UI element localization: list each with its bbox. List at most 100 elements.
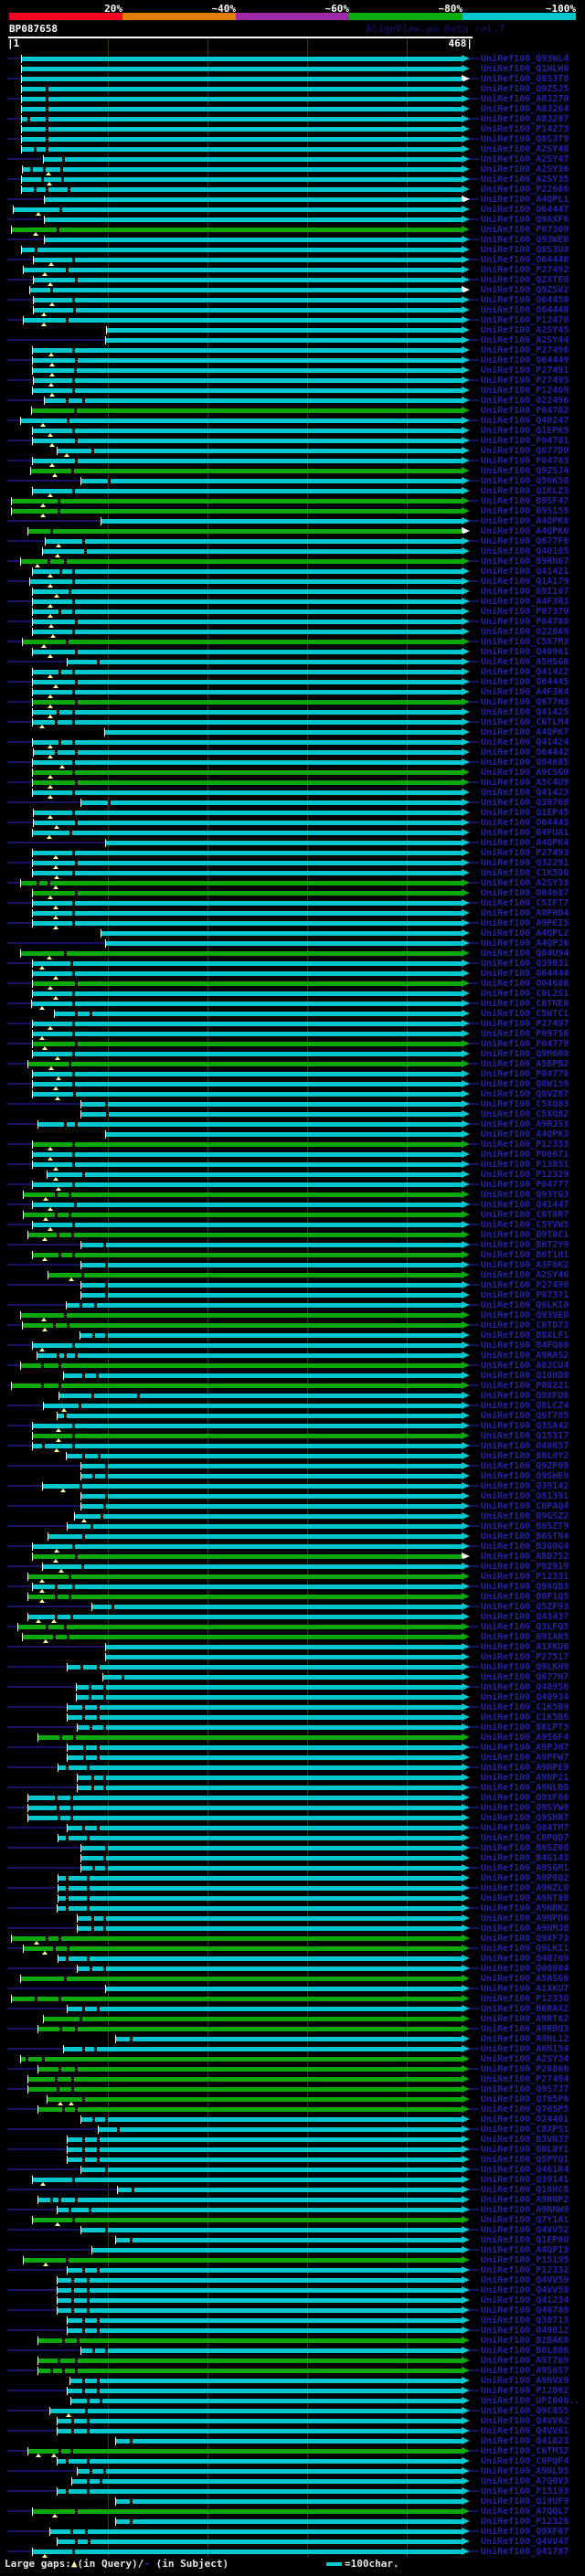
hit-label[interactable]: UniRef100_C5X7M3 — [481, 636, 569, 647]
alignment-bar[interactable] — [81, 2227, 462, 2232]
alignment-bar[interactable] — [45, 217, 462, 222]
alignment-bar[interactable] — [80, 1332, 462, 1338]
hit-label[interactable]: UniRef100_A9NP21 — [481, 1772, 569, 1783]
hit-label[interactable]: UniRef100_Q677H7 — [481, 1671, 569, 1682]
hit-label[interactable]: UniRef100_P12328 — [481, 2516, 569, 2527]
hit-label[interactable]: UniRef100_B4FQ80 — [481, 1340, 569, 1351]
alignment-bar[interactable] — [33, 367, 462, 373]
alignment-bar[interactable] — [34, 277, 462, 282]
hit-label[interactable]: UniRef100_Q41422 — [481, 666, 569, 677]
hit-label[interactable]: UniRef100_C5YVW5 — [481, 1219, 569, 1230]
alignment-bar[interactable] — [50, 2528, 462, 2534]
hit-label[interactable]: UniRef100_Q4VV47 — [481, 2536, 569, 2547]
alignment-bar[interactable] — [12, 1996, 462, 2001]
hit-label[interactable]: UniRef100_Q9ZP08 — [481, 1460, 569, 1471]
hit-label[interactable]: UniRef100_P09756 — [481, 1028, 569, 1039]
hit-label[interactable]: UniRef100_O22496 — [481, 395, 569, 406]
alignment-bar[interactable] — [81, 2348, 462, 2353]
hit-label[interactable]: UniRef100_O04685 — [481, 757, 569, 768]
alignment-bar[interactable] — [33, 900, 462, 906]
alignment-bar[interactable] — [28, 1574, 462, 1579]
alignment-bar[interactable] — [81, 800, 462, 805]
alignment-bar[interactable] — [33, 1081, 462, 1087]
hit-label[interactable]: UniRef100_P12333 — [481, 1139, 569, 1150]
hit-label[interactable]: UniRef100_Q3LFQ5 — [481, 1621, 569, 1632]
hit-label[interactable]: UniRef100_P12332 — [481, 2264, 569, 2275]
alignment-bar[interactable] — [58, 1835, 462, 1840]
hit-label[interactable]: UniRef100_Q93WL4 — [481, 53, 569, 64]
hit-label[interactable]: UniRef100_O64449 — [481, 355, 569, 366]
alignment-bar[interactable] — [58, 1895, 462, 1901]
hit-label[interactable]: UniRef100_A9RAS2 — [481, 1350, 569, 1361]
alignment-bar[interactable] — [33, 458, 462, 463]
alignment-bar[interactable] — [58, 1885, 462, 1891]
hit-label[interactable]: UniRef100_A1XKU6 — [481, 1641, 569, 1652]
alignment-bar[interactable] — [81, 2116, 462, 2122]
hit-label[interactable]: UniRef100_Q41424 — [481, 737, 569, 747]
hit-label[interactable]: UniRef100_C6TD73 — [481, 1320, 569, 1330]
hit-label[interactable]: UniRef100_Q461R4 — [481, 2164, 569, 2175]
alignment-bar[interactable] — [58, 1905, 462, 1911]
alignment-bar[interactable] — [33, 1041, 462, 1046]
hit-label[interactable]: UniRef100_B0L806 — [481, 2345, 569, 2356]
hit-label[interactable]: UniRef100_Q8W159 — [481, 1078, 569, 1089]
alignment-bar[interactable] — [77, 1684, 462, 1690]
hit-label[interactable]: UniRef100_A9NPD6 — [481, 1913, 569, 1924]
hit-label[interactable]: UniRef100_Q6T705 — [481, 1410, 569, 1421]
hit-label[interactable]: UniRef100_Q41823 — [481, 2435, 569, 2446]
hit-label[interactable]: UniRef100_A4QPJ6 — [481, 938, 569, 949]
hit-label[interactable]: UniRef100_P12330 — [481, 1993, 569, 2004]
alignment-bar[interactable] — [21, 1312, 462, 1318]
alignment-bar[interactable] — [81, 1855, 462, 1860]
alignment-bar[interactable] — [58, 1413, 462, 1418]
hit-label[interactable]: UniRef100_Q00984 — [481, 1963, 569, 1974]
hit-label[interactable]: UniRef100_Q8S3U0 — [481, 244, 569, 255]
alignment-bar[interactable] — [68, 1825, 462, 1830]
alignment-bar[interactable] — [48, 1171, 462, 1177]
alignment-bar[interactable] — [34, 810, 462, 815]
alignment-bar[interactable] — [58, 2418, 462, 2423]
alignment-bar[interactable] — [43, 1564, 462, 1569]
alignment-bar[interactable] — [28, 1815, 462, 1820]
hit-label[interactable]: UniRef100_P22686 — [481, 184, 569, 195]
hit-label[interactable]: UniRef100_P27517 — [481, 1651, 569, 1662]
alignment-bar[interactable] — [116, 2237, 462, 2242]
hit-label[interactable]: UniRef100_Q40956 — [481, 1681, 569, 1692]
alignment-bar[interactable] — [33, 870, 462, 875]
alignment-bar[interactable] — [24, 1212, 462, 1217]
alignment-bar[interactable] — [33, 599, 462, 604]
hit-label[interactable]: UniRef100_Q1WLW0 — [481, 63, 569, 74]
hit-label[interactable]: UniRef100_A4QPL1 — [481, 194, 569, 205]
alignment-bar[interactable] — [68, 2157, 462, 2162]
alignment-bar[interactable] — [34, 377, 462, 383]
hit-label[interactable]: UniRef100_Q9ZSV2 — [481, 284, 569, 295]
alignment-bar[interactable] — [78, 1915, 462, 1921]
alignment-bar[interactable] — [33, 1031, 462, 1036]
alignment-bar[interactable] — [33, 1443, 462, 1448]
alignment-bar[interactable] — [106, 1986, 462, 1991]
hit-label[interactable]: UniRef100_B9T0C1 — [481, 1229, 569, 1240]
alignment-bar[interactable] — [33, 699, 462, 705]
hit-label[interactable]: UniRef100_Q84U94 — [481, 948, 569, 959]
alignment-bar[interactable] — [106, 1644, 462, 1649]
alignment-bar[interactable] — [22, 116, 462, 122]
hit-label[interactable]: UniRef100_Q41423 — [481, 787, 569, 798]
hit-label[interactable]: UniRef100_A9NLD5 — [481, 2465, 569, 2476]
alignment-bar[interactable] — [46, 538, 462, 544]
alignment-bar[interactable] — [58, 2458, 462, 2464]
hit-label[interactable]: UniRef100_Q2XTE0 — [481, 274, 569, 285]
hit-label[interactable]: UniRef100_A4QPK7 — [481, 726, 569, 737]
alignment-bar[interactable] — [12, 1935, 462, 1941]
hit-label[interactable]: UniRef100_P27490 — [481, 1279, 569, 1290]
hit-label[interactable]: UniRef100_C5WTC1 — [481, 1008, 569, 1019]
alignment-bar[interactable] — [33, 1182, 462, 1187]
hit-label[interactable]: UniRef100_O04686 — [481, 978, 569, 989]
hit-label[interactable]: UniRef100_Q40185 — [481, 546, 569, 557]
alignment-bar[interactable] — [116, 2498, 462, 2504]
alignment-bar[interactable] — [81, 2167, 462, 2172]
alignment-bar[interactable] — [34, 257, 462, 262]
alignment-bar[interactable] — [22, 66, 462, 71]
alignment-bar[interactable] — [118, 2187, 462, 2192]
hit-label[interactable]: UniRef100_P12331 — [481, 1571, 569, 1582]
alignment-bar[interactable] — [33, 428, 462, 433]
